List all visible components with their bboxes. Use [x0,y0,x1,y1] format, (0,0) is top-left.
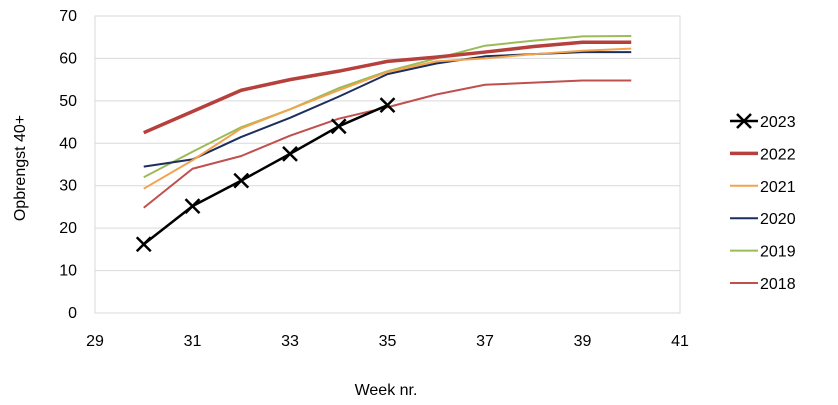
y-tick-label: 0 [68,305,77,322]
legend-label-2022: 2022 [760,146,796,163]
data-point-2023 [282,146,298,162]
data-point-2023 [330,118,347,135]
y-axis-ticks: 0 10 20 30 40 50 60 70 [59,8,77,322]
x-tick-label: 39 [574,333,592,350]
x-tick-label: 33 [281,333,299,350]
legend-label-2019: 2019 [760,244,796,261]
y-axis-label: Opbrengst 40+ [12,115,29,221]
x-tick-label: 37 [476,333,494,350]
legend-label-2023: 2023 [760,114,796,131]
data-point-2023 [184,198,201,214]
x-tick-label: 41 [671,333,689,350]
series-line-2018 [143,79,632,209]
legend: 2023 2022 2021 2020 2019 2018 [730,113,796,293]
data-point-2023 [379,97,396,113]
y-tick-label: 50 [59,93,77,110]
series-line-2021 [143,47,632,190]
y-tick-label: 70 [59,8,77,25]
plot-area-border [94,15,681,314]
y-tick-label: 10 [59,263,77,280]
x-tick-label: 29 [86,333,104,350]
x-tick-label: 31 [184,333,202,350]
legend-marker-2023 [736,113,752,129]
legend-label-2021: 2021 [760,179,796,196]
y-tick-label: 30 [59,178,77,195]
gridlines [95,15,680,314]
x-tick-label: 35 [379,333,397,350]
x-axis-label: Week nr. [355,382,418,399]
y-tick-label: 20 [59,220,77,237]
legend-label-2020: 2020 [760,211,796,228]
series-line-2022 [143,40,632,135]
x-axis-ticks: 29 31 33 35 37 39 41 [86,333,689,350]
data-point-2023 [233,172,250,189]
series-line-2023 [142,103,388,246]
series-lines [135,34,632,253]
legend-label-2018: 2018 [760,276,796,293]
y-tick-label: 60 [59,50,77,67]
data-point-2023 [135,236,152,253]
series-line-2020 [143,51,632,168]
y-tick-label: 40 [59,135,77,152]
